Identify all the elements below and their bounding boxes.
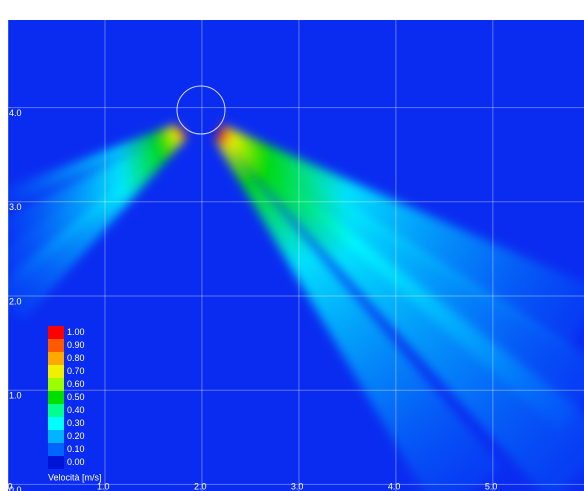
colorbar-label: 0.00 bbox=[67, 457, 85, 467]
colorbar-label: 1.00 bbox=[67, 327, 85, 337]
colorbar: 1.00 0.90 0.80 0.70 0.60 0.50 0.40 0.30 0.20 0.10… bbox=[48, 326, 102, 482]
y-tick-label: 3.0 bbox=[9, 202, 22, 212]
colorbar-swatch bbox=[48, 391, 64, 404]
colorbar-label: 0.70 bbox=[67, 366, 85, 376]
x-tick-label: 4.0 bbox=[388, 481, 401, 491]
colorbar-title: Velocità [m/s] bbox=[48, 472, 102, 482]
y-tick-label: 4.0 bbox=[9, 108, 22, 118]
plot-area: 0.0 1.0 2.0 3.0 4.0 5.0 0.0 1.0 2.0 3.0 4.0 1.00 0.9… bbox=[0, 20, 584, 491]
y-tick-label: 0.0 bbox=[9, 485, 22, 491]
colorbar-swatch bbox=[48, 430, 64, 443]
jets bbox=[8, 124, 584, 491]
jet bbox=[8, 133, 188, 321]
y-tick-label: 1.0 bbox=[9, 391, 22, 401]
colorbar-swatch bbox=[48, 339, 64, 352]
colorbar-swatch bbox=[48, 443, 64, 456]
nozzle-circle bbox=[176, 85, 226, 135]
colorbar-swatch bbox=[48, 326, 64, 339]
y-tick-label: 2.0 bbox=[9, 296, 22, 306]
x-tick-label: 2.0 bbox=[194, 481, 207, 491]
colorbar-label: 0.30 bbox=[67, 418, 85, 428]
colorbar-label: 0.90 bbox=[67, 340, 85, 350]
colorbar-label: 0.10 bbox=[67, 444, 85, 454]
colorbar-swatch bbox=[48, 352, 64, 365]
colorbar-swatch bbox=[48, 378, 64, 391]
colorbar-label: 0.60 bbox=[67, 379, 85, 389]
x-tick-label: 1.0 bbox=[97, 481, 110, 491]
x-tick-label: 5.0 bbox=[485, 481, 498, 491]
jet bbox=[219, 124, 584, 351]
jet bbox=[217, 132, 584, 491]
x-tick-label: 3.0 bbox=[291, 481, 304, 491]
jet bbox=[214, 135, 503, 491]
jet bbox=[8, 124, 179, 208]
colorbar-label: 0.50 bbox=[67, 392, 85, 402]
colorbar-swatch bbox=[48, 365, 64, 378]
jet bbox=[8, 127, 182, 245]
colorbar-swatch bbox=[48, 417, 64, 430]
colorbar-swatch bbox=[48, 404, 64, 417]
colorbar-swatch bbox=[48, 456, 64, 469]
colorbar-label: 0.20 bbox=[67, 431, 85, 441]
x-tick-label: 0.0 bbox=[0, 481, 13, 491]
colorbar-label: 0.80 bbox=[67, 353, 85, 363]
colorbar-label: 0.40 bbox=[67, 405, 85, 415]
